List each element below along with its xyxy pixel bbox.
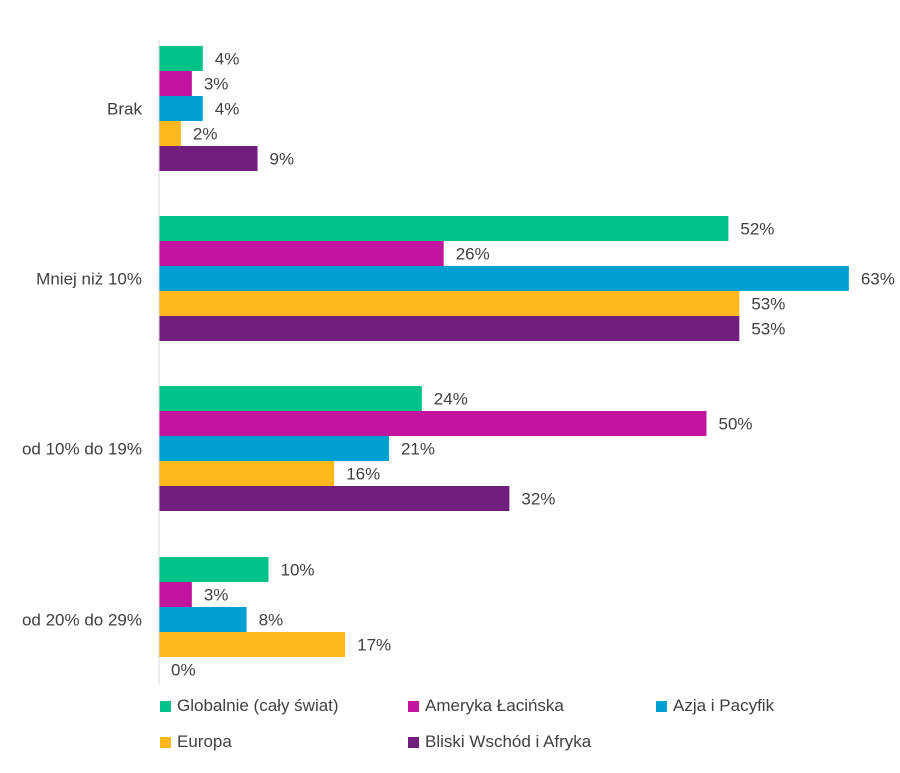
bar-od-10-do-19-bliski-wschod-i-afryka	[159, 486, 510, 511]
bar-brak-azja-i-pacyfik	[159, 96, 203, 121]
category-label-od-20-do-29: od 20% do 29%	[22, 611, 142, 630]
bar-mniej-niz-10-europa	[159, 291, 740, 316]
bar-od-20-do-29-globalnie-caly-swiat	[159, 557, 269, 582]
value-label-mniej-niz-10-azja-i-pacyfik: 63%	[861, 270, 895, 289]
category-label-brak: Brak	[107, 100, 142, 119]
bar-od-10-do-19-ameryka-lacinska	[159, 411, 707, 436]
bar-brak-globalnie-caly-swiat	[159, 46, 203, 71]
value-label-brak-globalnie-caly-swiat: 4%	[215, 50, 240, 69]
bar-mniej-niz-10-ameryka-lacinska	[159, 241, 444, 266]
bar-od-20-do-29-europa	[159, 632, 346, 657]
category-label-od-10-do-19: od 10% do 19%	[22, 440, 142, 459]
value-label-brak-ameryka-lacinska: 3%	[204, 75, 229, 94]
bar-od-20-do-29-azja-i-pacyfik	[159, 607, 247, 632]
bar-mniej-niz-10-azja-i-pacyfik	[159, 266, 849, 291]
bar-mniej-niz-10-globalnie-caly-swiat	[159, 216, 729, 241]
bar-brak-ameryka-lacinska	[159, 71, 192, 96]
value-label-od-10-do-19-bliski-wschod-i-afryka: 32%	[521, 490, 555, 509]
bar-brak-europa	[159, 121, 181, 146]
value-label-od-20-do-29-ameryka-lacinska: 3%	[204, 586, 229, 605]
value-label-brak-bliski-wschod-i-afryka: 9%	[270, 150, 295, 169]
value-label-od-20-do-29-europa: 17%	[357, 636, 391, 655]
value-label-brak-europa: 2%	[193, 125, 218, 144]
value-label-mniej-niz-10-globalnie-caly-swiat: 52%	[740, 220, 774, 239]
value-label-mniej-niz-10-ameryka-lacinska: 26%	[456, 245, 490, 264]
value-label-mniej-niz-10-europa: 53%	[751, 295, 785, 314]
value-label-od-10-do-19-ameryka-lacinska: 50%	[719, 415, 753, 434]
category-label-mniej-niz-10: Mniej niż 10%	[36, 270, 142, 289]
value-label-od-20-do-29-azja-i-pacyfik: 8%	[259, 611, 284, 630]
bar-od-20-do-29-ameryka-lacinska	[159, 582, 192, 607]
value-label-od-10-do-19-globalnie-caly-swiat: 24%	[434, 390, 468, 409]
value-label-od-10-do-19-azja-i-pacyfik: 21%	[401, 440, 435, 459]
value-label-od-10-do-19-europa: 16%	[346, 465, 380, 484]
value-label-od-20-do-29-bliski-wschod-i-afryka: 0%	[171, 661, 196, 680]
bar-od-10-do-19-globalnie-caly-swiat	[159, 386, 422, 411]
value-label-od-20-do-29-globalnie-caly-swiat: 10%	[281, 561, 315, 580]
value-label-mniej-niz-10-bliski-wschod-i-afryka: 53%	[751, 320, 785, 339]
bar-od-10-do-19-europa	[159, 461, 335, 486]
bar-brak-bliski-wschod-i-afryka	[159, 146, 258, 171]
value-label-brak-azja-i-pacyfik: 4%	[215, 100, 240, 119]
bar-mniej-niz-10-bliski-wschod-i-afryka	[159, 316, 740, 341]
bar-od-10-do-19-azja-i-pacyfik	[159, 436, 389, 461]
